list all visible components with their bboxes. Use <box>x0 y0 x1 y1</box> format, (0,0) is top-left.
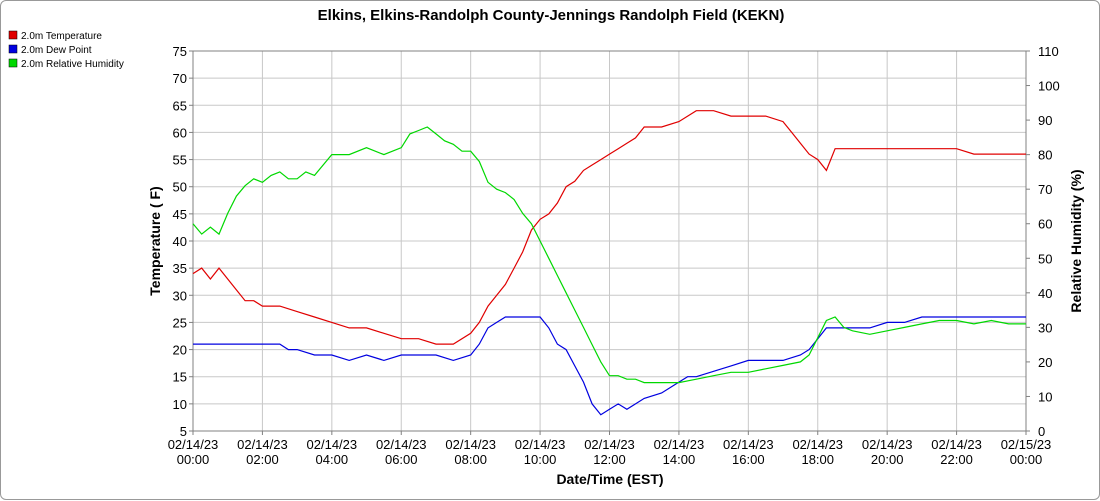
y2-tick-label: 20 <box>1038 355 1052 370</box>
y2-tick-label: 30 <box>1038 320 1052 335</box>
chart-title: Elkins, Elkins-Randolph County-Jennings … <box>318 7 785 24</box>
legend-label-2-0m-temperature: 2.0m Temperature <box>21 31 102 42</box>
x-tick-time: 00:00 <box>177 452 210 467</box>
x-tick-time: 20:00 <box>871 452 904 467</box>
x-tick-time: 10:00 <box>524 452 557 467</box>
legend-swatch-2-0m-temperature <box>8 30 18 40</box>
legend-swatch-2-0m-relative-humidity <box>8 58 18 68</box>
y2-tick-label: 80 <box>1038 148 1052 163</box>
x-tick-date: 02/14/23 <box>168 437 219 452</box>
y-tick-label: 30 <box>173 288 187 303</box>
x-tick-date: 02/14/23 <box>792 437 843 452</box>
y2-tick-label: 100 <box>1038 79 1060 94</box>
x-tick-time: 06:00 <box>385 452 418 467</box>
y2-tick-label: 60 <box>1038 217 1052 232</box>
y-tick-label: 20 <box>173 343 187 358</box>
legend: 2.0m Temperature 2.0m Dew Point 2.0m Relat… <box>8 30 124 70</box>
y-tick-label: 15 <box>173 370 187 385</box>
legend-label-2-0m-relative-humidity: 2.0m Relative Humidity <box>21 59 124 70</box>
x-tick-date: 02/14/23 <box>515 437 566 452</box>
x-tick-time: 14:00 <box>663 452 696 467</box>
y-tick-label: 55 <box>173 153 187 168</box>
y-axis-left-title: Temperature ( F) <box>147 186 163 295</box>
x-tick-date: 02/14/23 <box>376 437 427 452</box>
legend-swatch-2-0m-dew-point <box>8 44 18 54</box>
y2-tick-label: 40 <box>1038 286 1052 301</box>
y2-tick-label: 10 <box>1038 389 1052 404</box>
grid <box>192 50 1027 432</box>
x-tick-date: 02/14/23 <box>654 437 705 452</box>
y-tick-label: 35 <box>173 261 187 276</box>
y-axis-right-ticks: 0 10 20 30 40 50 60 70 80 90 100 110 <box>1026 44 1060 439</box>
y-tick-label: 10 <box>173 397 187 412</box>
x-tick-time: 12:00 <box>593 452 626 467</box>
x-tick-time: 08:00 <box>454 452 487 467</box>
x-tick-date: 02/14/23 <box>307 437 358 452</box>
x-tick-date: 02/14/23 <box>445 437 496 452</box>
x-tick-date: 02/14/23 <box>862 437 913 452</box>
x-axis-title: Date/Time (EST) <box>556 471 663 487</box>
x-tick-date: 02/15/23 <box>1001 437 1052 452</box>
y-tick-label: 50 <box>173 180 187 195</box>
x-tick-date: 02/14/23 <box>584 437 635 452</box>
y-tick-label: 75 <box>173 44 187 59</box>
x-tick-date: 02/14/23 <box>237 437 288 452</box>
x-tick-date: 02/14/23 <box>723 437 774 452</box>
legend-label-2-0m-dew-point: 2.0m Dew Point <box>21 45 92 56</box>
y-tick-label: 60 <box>173 125 187 140</box>
y2-tick-label: 50 <box>1038 251 1052 266</box>
series-line-2-0m-relative-humidity <box>192 126 1026 384</box>
x-tick-time: 22:00 <box>940 452 973 467</box>
x-axis-ticks: 02/14/2300:0002/14/2302:0002/14/2304:000… <box>168 431 1052 467</box>
y2-tick-label: 110 <box>1038 44 1059 59</box>
x-tick-date: 02/14/23 <box>931 437 982 452</box>
y2-tick-label: 70 <box>1038 182 1052 197</box>
y-tick-label: 5 <box>180 424 187 439</box>
y-axis-right-title: Relative Humidity (%) <box>1068 169 1084 312</box>
y-tick-label: 65 <box>173 98 187 113</box>
y2-tick-label: 90 <box>1038 113 1052 128</box>
x-tick-time: 00:00 <box>1010 452 1043 467</box>
y2-tick-label: 0 <box>1038 424 1045 439</box>
x-tick-time: 18:00 <box>801 452 834 467</box>
x-tick-time: 02:00 <box>246 452 279 467</box>
x-tick-time: 04:00 <box>316 452 349 467</box>
series-group <box>192 110 1026 416</box>
series-line-2-0m-dew-point <box>193 316 1026 416</box>
y-tick-label: 70 <box>173 71 187 86</box>
y-tick-label: 40 <box>173 234 187 249</box>
series-line-2-0m-temperature <box>192 110 1026 345</box>
x-tick-time: 16:00 <box>732 452 765 467</box>
y-tick-label: 25 <box>173 315 187 330</box>
y-axis-left-ticks: 5 10 15 20 25 30 35 40 45 50 55 60 65 70 75 <box>173 44 193 439</box>
y-tick-label: 45 <box>173 207 187 222</box>
